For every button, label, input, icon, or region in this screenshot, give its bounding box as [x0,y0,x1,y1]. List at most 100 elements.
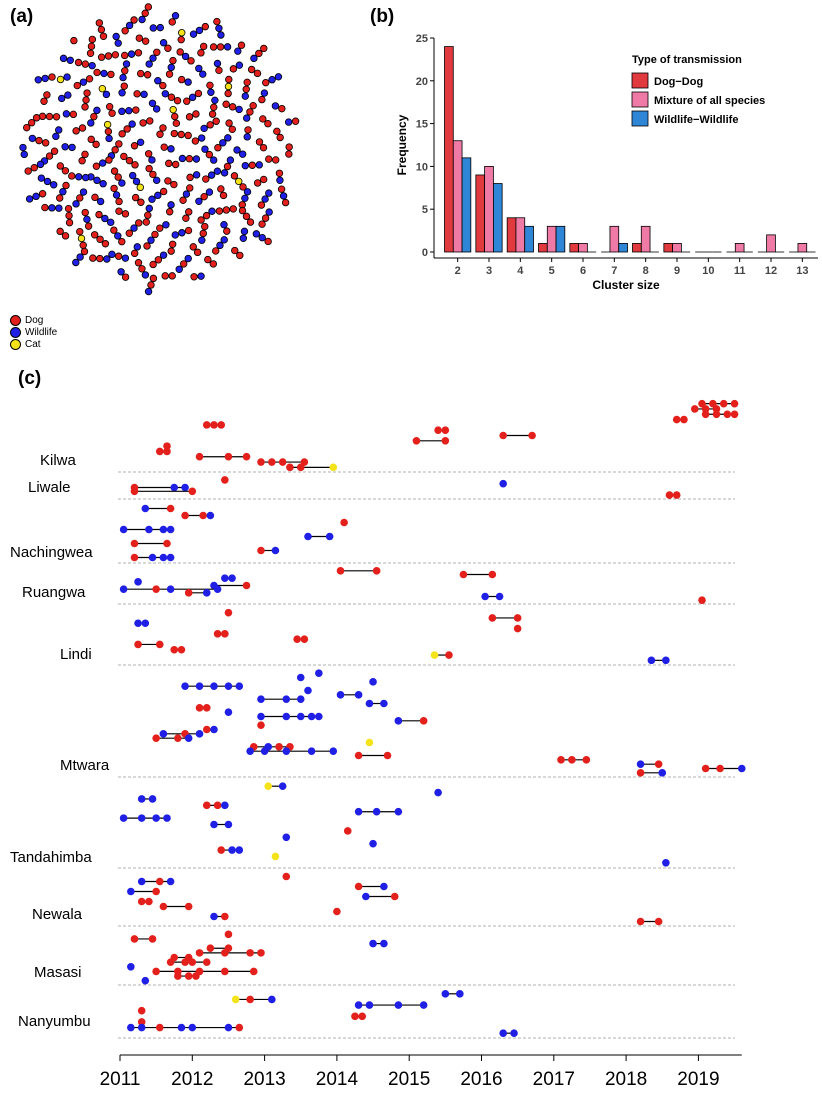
legend-title: Type of transmission [632,54,742,66]
case-point [170,645,179,654]
case-point [210,912,218,921]
case-point [181,483,189,492]
network-node [114,252,123,260]
case-point [296,695,305,703]
network-node [171,160,180,169]
network-node [224,89,232,98]
network-node [141,9,149,17]
network-node [161,90,170,98]
network-node [81,60,90,68]
network-node [132,177,141,186]
network-node [80,247,89,256]
network-node [125,229,133,237]
network-node [65,211,73,220]
case-point [174,972,182,980]
case-point [737,764,746,773]
case-point [181,511,189,520]
case-point [662,859,670,867]
network-node [209,156,218,164]
network-node [136,183,144,192]
x-tick-label: 5 [549,265,555,277]
network-node [186,173,194,182]
case-point [654,760,663,768]
network-node [238,150,247,158]
bar [515,217,526,253]
case-point [134,578,142,586]
network-node [138,15,146,24]
network-node [48,204,56,212]
network-node [74,58,83,67]
network-node [61,143,69,151]
network-node [213,167,222,175]
network-node [246,218,255,226]
network-node [206,121,214,129]
x-tick-label: 6 [580,265,586,277]
network-node [220,236,228,244]
case-point [213,585,222,593]
case-point [137,1018,146,1026]
case-point [315,712,323,721]
network-node [172,119,181,128]
case-point [246,747,254,755]
network-node [167,93,176,101]
network-node [41,139,50,147]
network-node [229,65,238,73]
y-axis-title: Frequency [395,114,409,175]
case-point [152,734,160,742]
network-node [177,75,186,84]
network-node [244,126,252,134]
case-point [701,405,710,413]
case-point [221,574,229,582]
network-node [148,99,157,107]
case-point [235,682,244,690]
network-node [236,251,244,260]
case-point [716,764,724,773]
network-node [81,103,89,111]
network-node [178,28,186,37]
case-point [141,619,150,628]
network-node [136,69,145,78]
network-node [273,127,281,136]
bar [555,225,566,253]
case-point [174,734,182,742]
network-node [258,220,266,228]
network-node [253,179,262,187]
case-point [235,1023,244,1032]
network-node [192,155,201,163]
network-node [25,195,34,203]
network-node [173,96,182,105]
case-point [224,452,233,461]
case-point [141,976,150,985]
network-node [125,156,134,165]
network-node [66,56,74,64]
network-node [159,187,168,196]
network-node [262,78,270,87]
case-point [130,487,139,496]
network-node [259,143,268,152]
case-point [155,447,164,456]
case-point [680,415,688,424]
case-point [636,769,645,777]
network-legend: Dog Wildlife Cat [10,314,57,350]
network-node [208,207,216,215]
case-point [159,730,168,738]
network-node [114,173,122,181]
network-node [177,35,185,44]
network-node [121,254,130,262]
legend-swatch [631,110,649,127]
network-node [56,194,64,202]
bar [484,165,494,253]
network-node [222,206,231,214]
network-node [144,211,152,219]
panel-label-a: (a) [10,6,34,27]
network-node [73,81,81,90]
bar [632,243,642,253]
network-node [235,61,244,69]
network-node [210,103,218,111]
case-point [709,399,717,408]
network-node [141,271,150,279]
network-node [148,156,156,164]
network-node [52,113,61,121]
x-tick-label: 7 [611,265,617,277]
network-node [56,227,64,236]
